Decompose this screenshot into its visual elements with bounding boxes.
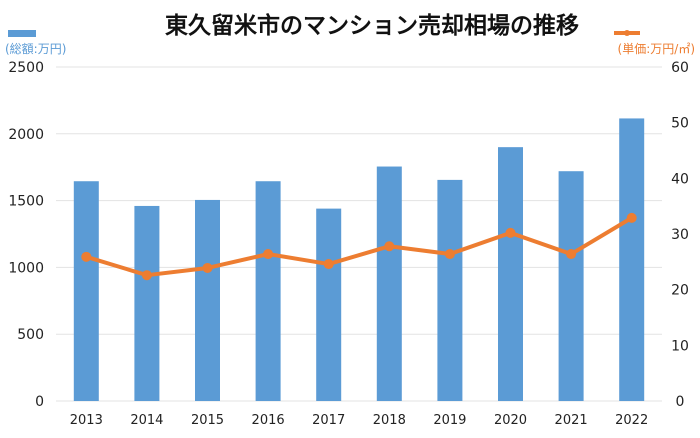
line-point-2015 — [202, 262, 213, 273]
y-right-tick-label: 40 — [671, 171, 689, 187]
legend-bar-label: (総額:万円) — [5, 42, 66, 56]
bar-2015 — [195, 199, 220, 401]
y-left-tick-label: 1500 — [8, 194, 44, 210]
x-tick-label: 2021 — [555, 413, 588, 428]
bar-2017 — [316, 208, 342, 401]
y-right-tick-label: 60 — [671, 60, 689, 76]
x-tick-label: 2020 — [494, 413, 527, 428]
line-point-2021 — [566, 249, 577, 260]
bar-2018 — [376, 166, 402, 401]
legend-bar-swatch — [8, 30, 36, 37]
y-right-tick-label: 0 — [676, 394, 685, 410]
y-right-tick-label: 50 — [671, 116, 689, 132]
y-left-tick-label: 2500 — [8, 60, 44, 76]
bar-2013 — [73, 181, 99, 401]
line-point-2017 — [323, 259, 334, 270]
line-series — [85, 216, 633, 278]
x-tick-label: 2015 — [191, 413, 224, 428]
y-left-tick-label: 2000 — [8, 127, 44, 143]
x-tick-label: 2013 — [70, 413, 103, 428]
bar-2016 — [255, 181, 281, 401]
line-point-2020 — [505, 227, 516, 238]
y-right-tick-label: 10 — [671, 338, 689, 354]
line-point-2019 — [444, 249, 455, 260]
line-point-2014 — [141, 270, 152, 281]
y-right-tick-label: 30 — [671, 227, 689, 243]
x-tick-label: 2016 — [252, 413, 285, 428]
bar-2022 — [619, 118, 645, 401]
legend-line-swatch — [614, 30, 640, 36]
line-point-2018 — [384, 241, 395, 252]
y-left-tick-label: 1000 — [8, 260, 44, 276]
bar-2019 — [437, 179, 463, 401]
bar-2021 — [558, 171, 584, 401]
bar-2020 — [498, 147, 523, 401]
legend-line-label: (単価:万円/㎡) — [618, 42, 695, 56]
y-right-tick-label: 20 — [671, 283, 689, 299]
line-point-2016 — [263, 249, 274, 260]
x-tick-label: 2019 — [433, 413, 466, 428]
bar-2014 — [134, 205, 160, 401]
x-tick-label: 2022 — [615, 413, 648, 428]
y-left-tick-label: 500 — [17, 327, 44, 343]
line-point-2013 — [81, 251, 92, 262]
x-tick-label: 2018 — [373, 413, 406, 428]
y-left-tick-label: 0 — [35, 394, 44, 410]
x-tick-label: 2017 — [312, 413, 345, 428]
line-point-2022 — [626, 212, 637, 223]
x-tick-label: 2014 — [130, 413, 163, 428]
chart-title: 東久留米市のマンション売却相場の推移 — [165, 12, 579, 39]
